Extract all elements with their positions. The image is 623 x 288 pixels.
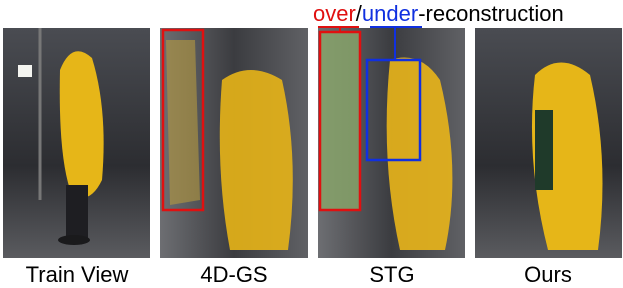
panel-ours [475, 28, 622, 258]
ann-rest: -reconstruction [418, 1, 564, 26]
panel-stg [318, 28, 465, 258]
panel-label: Train View [26, 262, 129, 287]
panel-label: STG [369, 262, 414, 287]
annotation: over/under-reconstruction [313, 1, 564, 26]
panel-label: Ours [524, 262, 572, 287]
ann-under: under [362, 1, 418, 26]
panel-train-view [3, 28, 150, 258]
panel-4d-gs [160, 28, 308, 258]
figure: over/under-reconstruction Train View 4D-… [0, 0, 623, 288]
ann-over: over [313, 1, 356, 26]
panel-label: 4D-GS [200, 262, 267, 287]
